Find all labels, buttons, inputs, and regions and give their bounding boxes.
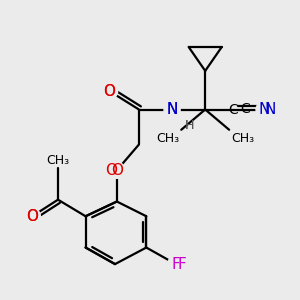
Text: CH₃: CH₃ xyxy=(156,132,179,145)
Text: H: H xyxy=(185,119,194,132)
Text: O: O xyxy=(26,209,38,224)
Text: H: H xyxy=(185,119,194,132)
Text: N: N xyxy=(167,102,178,117)
Text: C: C xyxy=(240,102,250,116)
Text: O: O xyxy=(111,163,123,178)
Circle shape xyxy=(109,162,125,178)
Text: O: O xyxy=(105,163,117,178)
Circle shape xyxy=(164,101,180,118)
Text: O: O xyxy=(103,84,116,99)
Text: N: N xyxy=(264,102,275,117)
Text: CH₃: CH₃ xyxy=(46,154,70,166)
Circle shape xyxy=(168,256,184,272)
Text: CH₃: CH₃ xyxy=(231,132,254,145)
Text: F: F xyxy=(178,256,186,272)
Text: N: N xyxy=(167,102,178,117)
Circle shape xyxy=(101,83,118,99)
Text: O: O xyxy=(103,84,116,99)
Text: O: O xyxy=(26,209,38,224)
Text: F: F xyxy=(171,256,180,272)
Circle shape xyxy=(24,208,40,224)
Text: N: N xyxy=(258,102,270,117)
Circle shape xyxy=(256,101,272,118)
Text: C: C xyxy=(228,103,238,116)
